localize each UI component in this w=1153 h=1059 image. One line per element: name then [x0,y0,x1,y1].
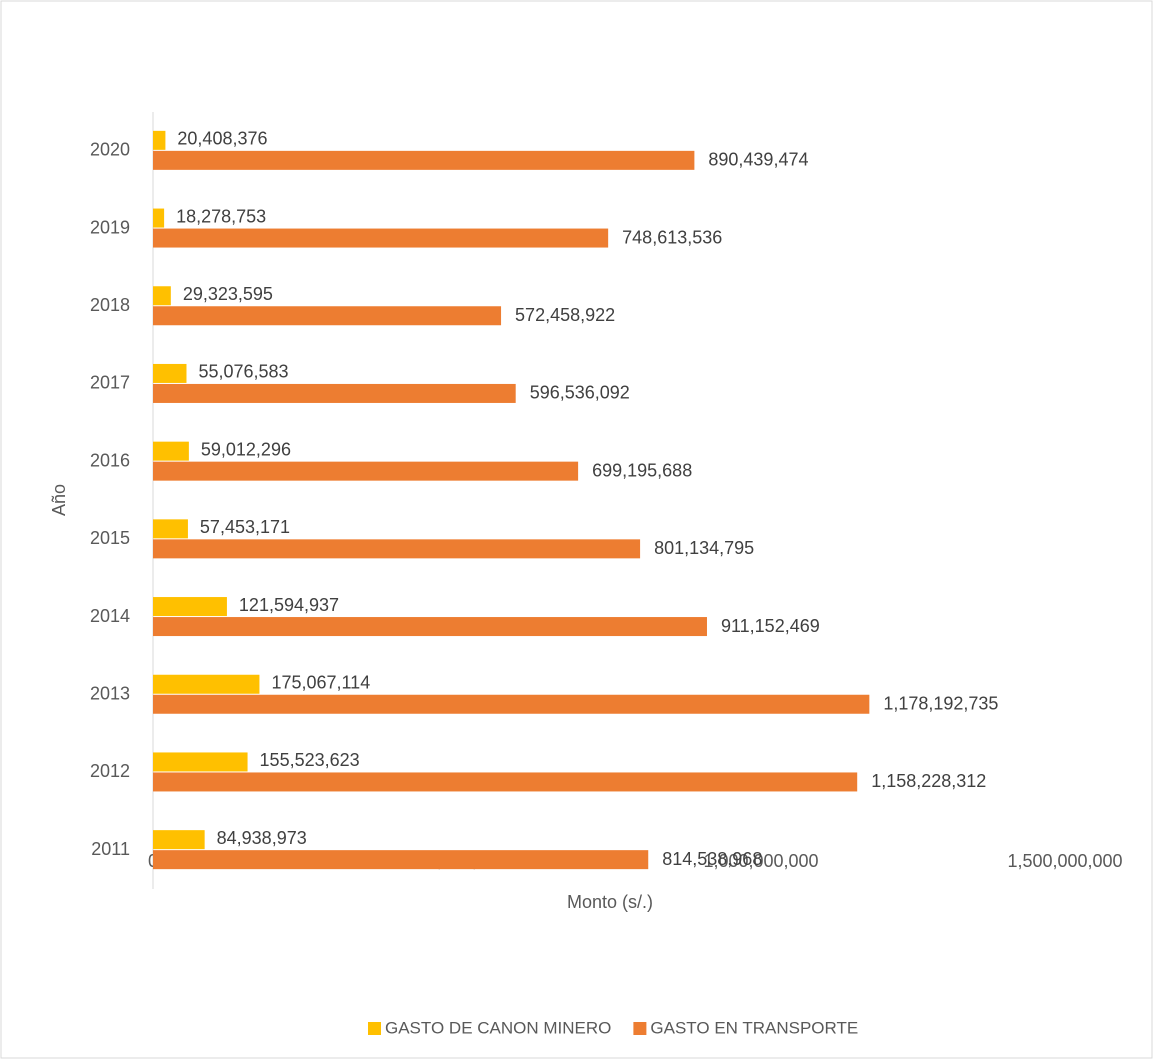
value-label: 699,195,688 [592,460,692,480]
value-label: 18,278,753 [176,206,266,226]
bar [153,850,649,870]
legend-swatch [633,1022,647,1035]
legend-label: GASTO DE CANON MINERO [385,1018,611,1037]
value-label: 155,523,623 [260,750,360,770]
bar [153,441,189,461]
bar [153,150,695,170]
bar [153,286,171,306]
value-label: 1,158,228,312 [871,771,986,791]
y-tick-label: 2012 [90,761,130,781]
bar [153,306,502,326]
y-tick-label: 2017 [90,373,130,393]
x-tick-label: 1,500,000,000 [1007,851,1122,871]
bar [153,830,205,850]
bar [153,539,641,559]
y-tick-label: 2014 [90,606,130,626]
bar [153,674,260,694]
bar [153,694,870,714]
value-label: 1,178,192,735 [883,694,998,714]
bar [153,461,579,481]
y-tick-label: 2015 [90,528,130,548]
bar [153,597,227,617]
value-label: 596,536,092 [530,383,630,403]
y-tick-label: 2013 [90,684,130,704]
x-axis-title: Monto (s/.) [567,892,653,912]
x-tick-label: 1,000,000,000 [703,851,818,871]
bar [153,208,165,228]
value-label: 121,594,937 [239,595,339,615]
value-label: 59,012,296 [201,439,291,459]
bar [153,752,248,772]
bar [153,130,166,150]
bar [153,228,609,248]
y-tick-label: 2018 [90,295,130,315]
legend-label: GASTO EN TRANSPORTE [650,1018,858,1037]
bar [153,519,188,539]
value-label: 911,152,469 [721,616,820,636]
value-label: 175,067,114 [271,673,370,693]
value-label: 572,458,922 [515,305,615,325]
bar [153,772,858,792]
value-label: 20,408,376 [177,129,267,149]
value-label: 29,323,595 [183,284,273,304]
bar [153,363,187,383]
value-label: 57,453,171 [200,517,290,537]
value-label: 84,938,973 [217,828,307,848]
value-label: 814,538,968 [662,849,762,869]
value-label: 890,439,474 [708,150,808,170]
y-tick-label: 2020 [90,140,130,160]
y-tick-label: 2016 [90,450,130,470]
y-tick-label: 2011 [91,839,130,859]
value-label: 55,076,583 [198,362,288,382]
value-label: 801,134,795 [654,538,754,558]
bar [153,383,516,403]
y-axis-title: Año [49,484,69,516]
value-label: 748,613,536 [622,227,722,247]
y-tick-label: 2019 [90,217,130,237]
legend-swatch [368,1022,381,1035]
bar [153,617,707,637]
